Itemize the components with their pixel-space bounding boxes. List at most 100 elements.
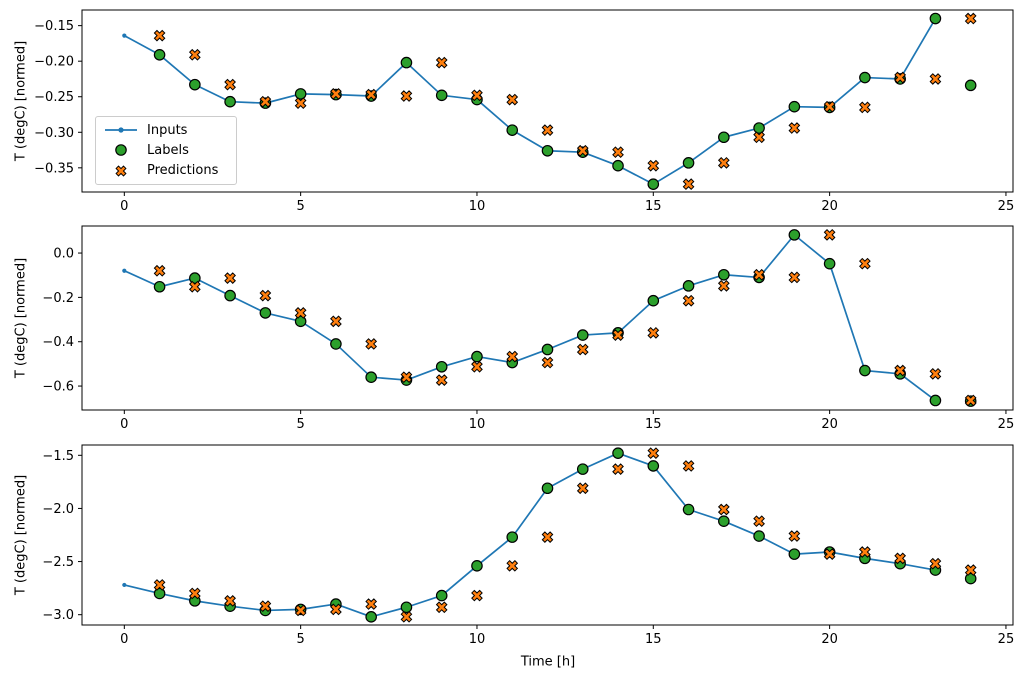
tick-label: 15 [645,417,662,432]
prediction-x-marker [153,29,166,42]
label-circle-marker [435,360,448,373]
label-circle-marker [259,307,272,319]
prediction-x-marker [330,603,342,616]
prediction-x-marker [153,579,166,591]
prediction-x-marker [259,600,272,613]
prediction-x-marker [365,338,378,350]
prediction-x-marker [365,598,378,610]
label-circle-marker [189,272,201,284]
prediction-x-marker [576,144,589,157]
label-circle-marker [541,343,554,356]
label-circle-marker [753,530,765,542]
prediction-x-marker [400,371,413,384]
label-circle-marker [506,531,519,543]
prediction-x-marker [859,257,871,270]
label-circle-marker [153,587,166,600]
label-circle-marker [612,447,624,459]
prediction-x-marker [612,146,624,159]
prediction-x-marker [894,364,907,377]
label-circle-marker [435,89,448,102]
input-dot-marker [122,268,127,273]
prediction-x-marker [929,557,942,570]
prediction-x-marker [753,268,765,281]
prediction-x-marker [294,97,307,110]
prediction-x-marker [541,124,554,137]
prediction-x-marker [823,228,836,241]
tick-label: 0 [120,632,128,647]
prediction-x-marker [859,546,871,558]
prediction-x-marker [259,95,272,108]
label-circle-marker [471,350,483,363]
prediction-x-marker [294,604,307,617]
prediction-x-marker [188,587,201,600]
prediction-x-marker [188,280,201,293]
prediction-x-marker [471,89,483,102]
axes-spines [81,9,1014,193]
prediction-x-marker [612,329,624,341]
input-dot-marker [122,33,127,38]
tick-label: −0.6 [42,380,74,395]
tick-label: 10 [469,632,486,647]
tick-label: 5 [297,417,305,432]
label-circle-marker [365,611,377,623]
prediction-x-marker [894,71,907,84]
prediction-x-marker [541,356,554,369]
tick-label: −2.5 [42,555,74,570]
label-circle-marker [718,268,730,281]
label-circle-marker [823,257,836,270]
prediction-x-marker [576,343,589,356]
prediction-x-marker [964,564,977,576]
label-circle-marker [294,88,307,100]
tick-label: 0.0 [53,247,74,262]
prediction-x-marker [823,548,836,560]
inputs-line-icon [104,122,138,138]
label-circle-marker [435,589,448,602]
axes-spines [81,225,1014,411]
prediction-x-marker [365,88,378,101]
label-circle-marker [859,71,871,84]
label-circle-marker [400,601,413,614]
prediction-x-marker [788,530,801,542]
label-circle-marker [929,12,942,25]
prediction-x-marker [471,360,483,373]
tick-label: −0.35 [34,161,74,176]
label-circle-marker [153,280,166,293]
prediction-x-marker [717,503,730,516]
label-circle-marker [788,100,801,113]
prediction-x-marker [224,78,236,91]
label-circle-marker [541,482,554,495]
label-circle-marker [682,157,695,169]
prediction-x-marker [929,73,942,85]
subplot-2: 0 5 10 15 20 25 0.0 −0.2 −0.4 −0.6 [42,225,1015,432]
label-circle-marker [576,329,589,341]
prediction-x-marker [647,159,660,172]
y-axis-label-subplot-3: T (degC) [normed] [13,474,29,596]
legend-label-inputs: Inputs [147,122,188,138]
prediction-x-marker [682,294,695,307]
prediction-x-marker [823,100,836,113]
label-circle-marker [224,95,236,108]
label-circle-marker [541,144,554,157]
label-circle-marker [153,48,166,61]
prediction-x-marker [506,93,519,106]
prediction-x-marker [647,447,660,460]
label-circle-marker [859,364,871,377]
prediction-x-marker [964,12,977,25]
prediction-x-marker [929,367,942,380]
legend-item-labels: Labels [104,140,228,160]
label-circle-marker [682,503,695,516]
tick-label: 25 [998,417,1015,432]
prediction-x-marker [964,394,977,407]
prediction-x-marker [400,610,413,623]
tick-label: −2.0 [42,502,74,517]
prediction-x-marker [259,289,272,302]
tick-label: 0 [120,417,128,432]
tick-label: 5 [297,632,305,647]
tick-label: 10 [469,417,486,432]
label-circle-marker [788,548,801,560]
predictions-x-icon [104,163,138,179]
prediction-x-marker [682,460,695,472]
prediction-x-marker [647,326,660,339]
tick-label: −0.4 [42,335,74,350]
labels-circle-icon [104,142,138,158]
